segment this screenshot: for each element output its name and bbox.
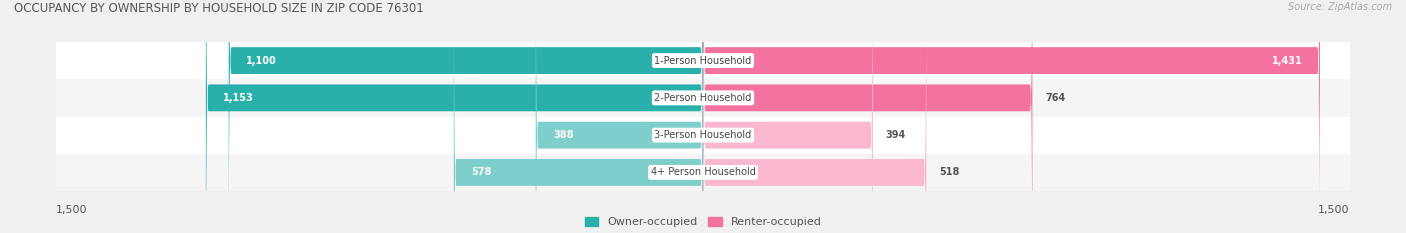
FancyBboxPatch shape — [703, 0, 927, 233]
FancyBboxPatch shape — [56, 42, 1350, 79]
Text: 1-Person Household: 1-Person Household — [654, 56, 752, 65]
FancyBboxPatch shape — [536, 0, 703, 233]
FancyBboxPatch shape — [56, 116, 1350, 154]
Text: 1,153: 1,153 — [224, 93, 254, 103]
Text: 388: 388 — [553, 130, 574, 140]
FancyBboxPatch shape — [703, 0, 1320, 233]
FancyBboxPatch shape — [56, 79, 1350, 116]
FancyBboxPatch shape — [703, 0, 873, 233]
Legend: Owner-occupied, Renter-occupied: Owner-occupied, Renter-occupied — [585, 217, 821, 227]
Text: 1,431: 1,431 — [1272, 56, 1303, 65]
Text: 2-Person Household: 2-Person Household — [654, 93, 752, 103]
Text: 1,500: 1,500 — [1319, 205, 1350, 215]
Text: 518: 518 — [939, 168, 960, 177]
Text: 578: 578 — [471, 168, 492, 177]
FancyBboxPatch shape — [703, 0, 1032, 233]
Text: 1,100: 1,100 — [246, 56, 277, 65]
Text: OCCUPANCY BY OWNERSHIP BY HOUSEHOLD SIZE IN ZIP CODE 76301: OCCUPANCY BY OWNERSHIP BY HOUSEHOLD SIZE… — [14, 2, 423, 15]
Text: 4+ Person Household: 4+ Person Household — [651, 168, 755, 177]
Text: 764: 764 — [1045, 93, 1066, 103]
FancyBboxPatch shape — [454, 0, 703, 233]
FancyBboxPatch shape — [229, 0, 703, 233]
Text: 394: 394 — [886, 130, 905, 140]
Text: 3-Person Household: 3-Person Household — [654, 130, 752, 140]
Text: 1,500: 1,500 — [56, 205, 87, 215]
Text: Source: ZipAtlas.com: Source: ZipAtlas.com — [1288, 2, 1392, 12]
FancyBboxPatch shape — [205, 0, 703, 233]
FancyBboxPatch shape — [56, 154, 1350, 191]
